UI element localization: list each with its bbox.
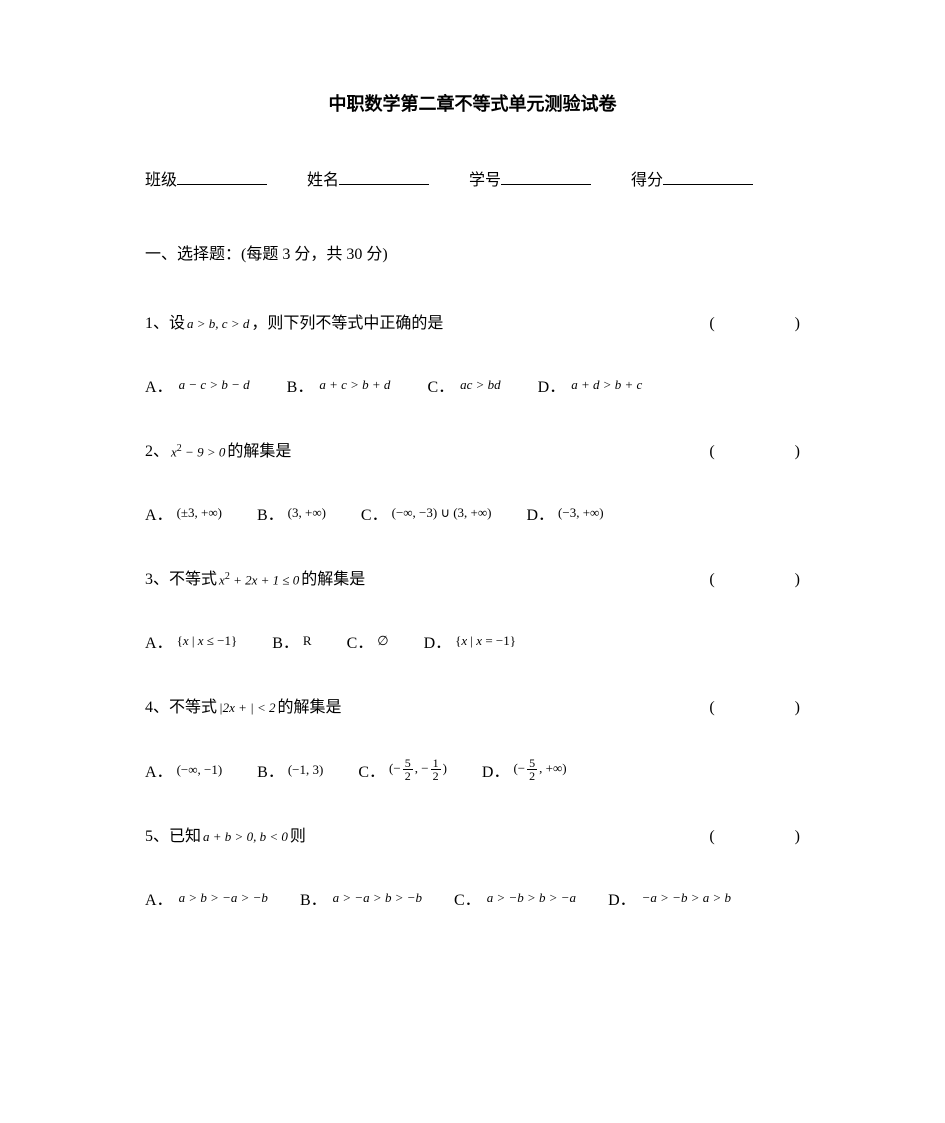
class-blank [177,166,267,185]
q5-math: a + b > 0, b < 0 [203,829,288,845]
q3-opt-c: ∅ [377,633,388,649]
q1-opt-a: a − c > b − d [179,377,250,393]
question-5-options: A．a > b > −a > −b B．a > −a > b > −b C．a … [145,886,800,910]
exam-title: 中职数学第二章不等式单元测验试卷 [145,90,800,116]
id-field: 学号 [469,166,591,190]
question-5: 5、 已知 a + b > 0, b < 0 则 () [145,822,800,846]
score-label: 得分 [631,166,663,190]
answer-blank: () [709,571,800,589]
answer-blank: () [709,443,800,461]
q1-opt-d: a + d > b + c [571,377,642,393]
name-label: 姓名 [307,166,339,190]
q1-opt-c: ac > bd [460,377,501,393]
q1-tail: ，则下列不等式中正确的是 [251,309,443,333]
q1-opt-b: a + c > b + d [319,377,390,393]
answer-blank: () [709,699,800,717]
q5-number: 5、 [145,822,169,846]
score-field: 得分 [631,166,753,190]
label-d: D． [538,373,566,397]
q5-tail: 则 [290,822,306,846]
label-c: C． [427,373,454,397]
q1-cond: a > b, c > d [187,316,249,332]
q4-number: 4、 [145,693,169,717]
q1-number: 1、 [145,309,169,333]
q4-math: |2x + | < 2 [219,700,275,716]
q4-lead: 不等式 [169,693,217,717]
right-paren: ) [795,315,800,333]
q2-opt-c: (−∞, −3) ∪ (3, +∞) [392,505,492,521]
q3-opt-b: R [303,633,312,649]
answer-blank: ( ) [709,315,800,333]
question-4: 4、 不等式 |2x + | < 2 的解集是 () [145,693,800,717]
left-paren: ( [709,315,714,333]
q4-opt-b: (−1, 3) [288,762,324,778]
question-3-options: A．{x | x ≤ −1} B．R C．∅ D．{x | x = −1} [145,629,800,653]
q1-lead: 设 [169,309,185,333]
q2-number: 2、 [145,437,169,461]
q5-opt-d: −a > −b > a > b [642,890,731,906]
q4-opt-c: (−52, −12) [389,757,447,782]
name-field: 姓名 [307,166,429,190]
question-3: 3、 不等式 x2 + 2x + 1 ≤ 0 的解集是 () [145,565,800,589]
q5-opt-b: a > −a > b > −b [333,890,422,906]
student-info-row: 班级 姓名 学号 得分 [145,166,800,190]
class-field: 班级 [145,166,267,190]
q4-opt-a: (−∞, −1) [177,762,223,778]
q5-lead: 已知 [169,822,201,846]
id-blank [501,166,591,185]
q4-opt-d: (−52, +∞) [513,757,566,782]
q2-tail: 的解集是 [227,437,291,461]
q3-opt-d: {x | x = −1} [455,633,516,649]
q2-opt-d: (−3, +∞) [558,505,604,521]
score-blank [663,166,753,185]
q3-opt-a: {x | x ≤ −1} [177,633,238,649]
q3-number: 3、 [145,565,169,589]
answer-blank: () [709,828,800,846]
id-label: 学号 [469,166,501,190]
question-2: 2、 x2 − 9 > 0 的解集是 () [145,437,800,461]
label-a: A． [145,373,173,397]
q3-lead: 不等式 [169,565,217,589]
name-blank [339,166,429,185]
q5-opt-c: a > −b > b > −a [487,890,576,906]
q3-tail: 的解集是 [301,565,365,589]
question-1: 1、 设 a > b, c > d ，则下列不等式中正确的是 ( ) [145,309,800,333]
question-1-options: A． a − c > b − d B． a + c > b + d C． ac > b… [145,373,800,397]
q5-opt-a: a > b > −a > −b [179,890,268,906]
section-1-heading: 一、选择题：(每题 3 分，共 30 分) [145,240,800,264]
q4-tail: 的解集是 [278,693,342,717]
q2-opt-b: (3, +∞) [288,505,326,521]
question-2-options: A．(±3, +∞) B．(3, +∞) C．(−∞, −3) ∪ (3, +∞… [145,501,800,525]
label-b: B． [287,373,314,397]
q2-opt-a: (±3, +∞) [177,505,222,521]
question-4-options: A．(−∞, −1) B．(−1, 3) C． (−52, −12) D． (−… [145,757,800,782]
class-label: 班级 [145,166,177,190]
